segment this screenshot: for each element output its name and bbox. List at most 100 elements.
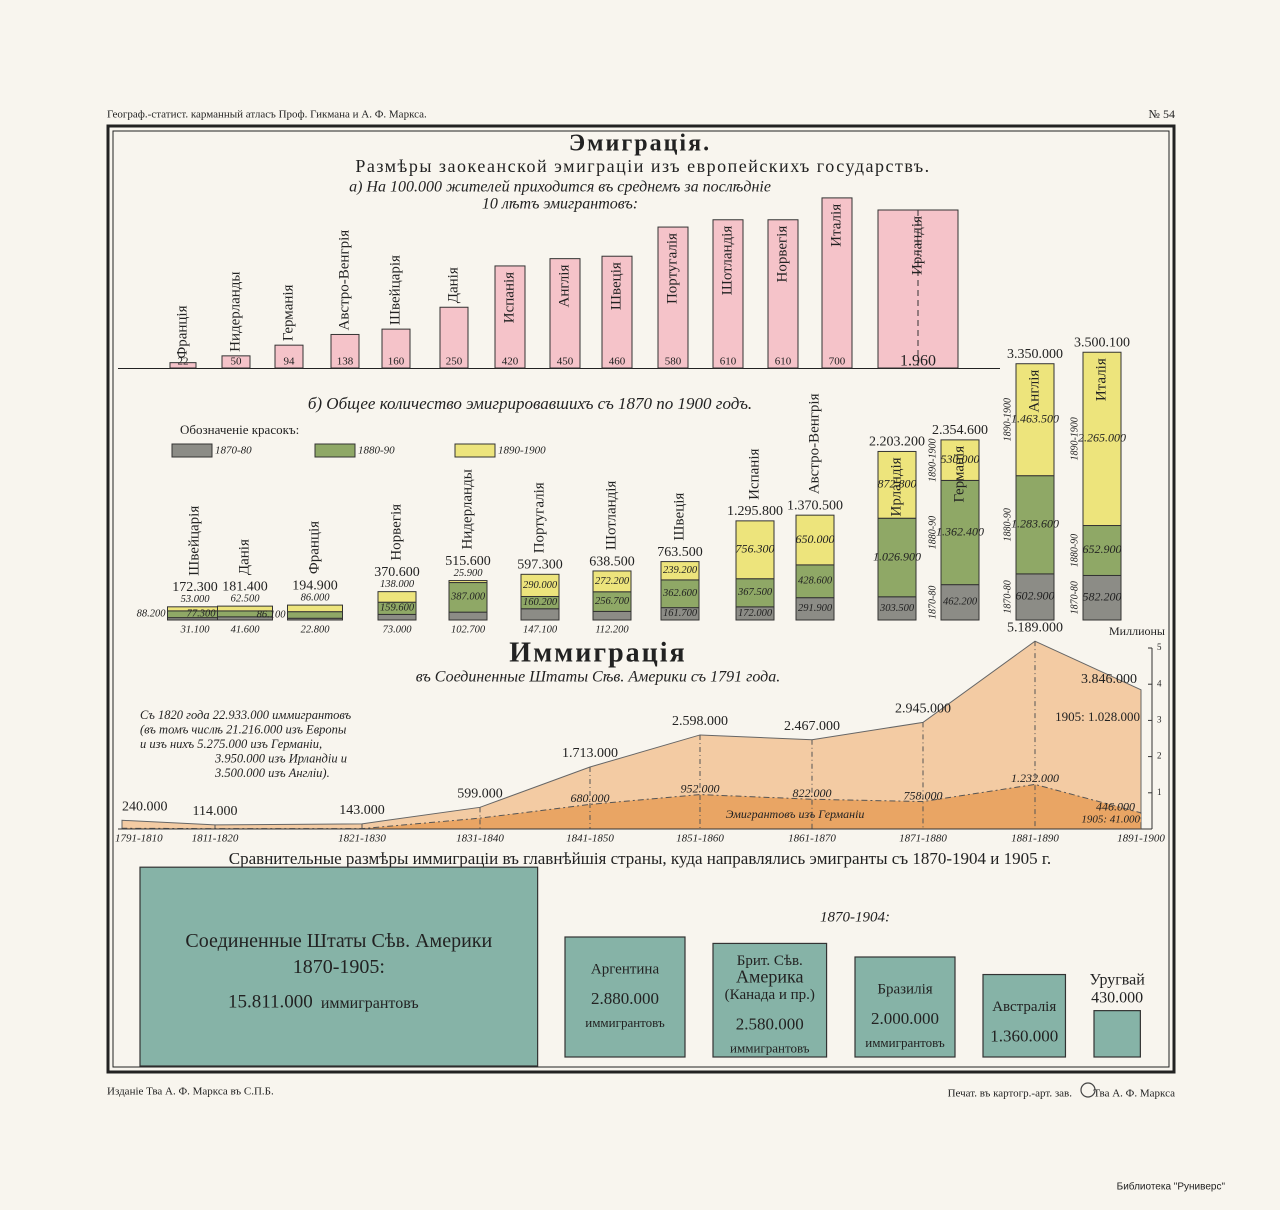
category-label: Франція	[174, 305, 190, 358]
value-label: 160	[388, 356, 405, 368]
segment-label: 756.300	[736, 542, 775, 556]
box-name: Уругвай	[1090, 971, 1146, 988]
period-label: 1880-90	[1069, 534, 1080, 567]
bar-segment	[448, 582, 488, 613]
segment-label: 1.463.500	[1011, 411, 1059, 425]
period-label: 1890-1900	[1002, 398, 1013, 441]
annotation: 1905: 41.000	[1081, 814, 1140, 826]
segment-label: 652.900	[1083, 542, 1122, 556]
category-label: Англія	[556, 265, 572, 308]
category-label: Шотландія	[719, 226, 735, 296]
page-subtitle: Размѣры заокеанской эмиграціи изъ европе…	[355, 156, 930, 176]
bar-segment	[448, 611, 488, 621]
segment-label: 73.000	[383, 624, 413, 635]
total-label: 638.500	[589, 554, 635, 569]
segment-label: 239.200	[663, 565, 698, 576]
bar	[381, 328, 411, 369]
bar-segment	[592, 610, 632, 621]
category-label: Норвегія	[388, 504, 404, 561]
bar-segment	[448, 580, 488, 584]
category-label: Швеція	[608, 262, 624, 310]
box-unit: иммигрантовъ	[865, 1035, 945, 1050]
total-label: 2.354.600	[932, 423, 988, 438]
bar-segment	[1015, 363, 1055, 477]
note-line: (въ томъ числѣ 21.216.000 изъ Европы	[140, 722, 347, 736]
segment-label: 650.000	[796, 532, 835, 546]
period-label: 1880-90	[927, 516, 938, 549]
segment-label: 172.000	[738, 608, 773, 619]
box-name: Бразилія	[877, 981, 932, 997]
segment-label: 582.200	[1083, 589, 1122, 603]
germany-label: 680.000	[571, 791, 610, 805]
box-name: 1870-1905:	[293, 956, 385, 978]
category-label: Ирландія	[909, 216, 925, 275]
category-label: Испанія	[746, 449, 762, 500]
bar	[330, 333, 360, 369]
x-tick-label: 1851-1860	[676, 833, 724, 845]
value-label: 3.846.000	[1081, 672, 1137, 687]
value-label: 2.945.000	[895, 702, 951, 717]
segment-label: 86.100	[257, 609, 287, 620]
bar-segment	[735, 578, 775, 608]
box-unit: иммигрантовъ	[321, 995, 419, 1012]
x-tick-label: 1891-1900	[1117, 833, 1165, 845]
category-label: Швеція	[671, 493, 687, 541]
note-line: 3.500.000 изъ Англіи).	[214, 766, 330, 780]
segment-label: 462.200	[943, 597, 978, 608]
bar-segment	[1082, 525, 1122, 576]
legend-label: 1890-1900	[498, 445, 546, 457]
segment-label: 1.026.900	[873, 549, 921, 563]
germany-label: 822.000	[793, 786, 832, 800]
category-label: Англія	[1026, 370, 1042, 413]
chart-subtitle: а) На 100.000 жителей приходится въ сред…	[349, 179, 771, 196]
segment-label: 88.200	[137, 609, 167, 620]
value-label: 50	[231, 356, 243, 368]
chart-subtitle: 10 лѣтъ эмигрантовъ:	[482, 196, 638, 213]
legend-label: 1870-80	[215, 445, 252, 457]
box-value: 430.000	[1091, 989, 1143, 1006]
total-label: 763.500	[657, 545, 703, 560]
segment-label: 530.000	[941, 452, 980, 466]
y-axis-label: Миллионы	[1109, 624, 1165, 638]
category-label: Швейцарія	[387, 255, 403, 325]
period-label: 1880-90	[1002, 508, 1013, 541]
value-label: 1.960	[900, 353, 936, 370]
bar-segment	[877, 450, 917, 519]
area	[121, 640, 1142, 830]
series-name: Эмигрантовъ изъ Германіи	[726, 807, 865, 821]
total-label: 370.600	[374, 565, 420, 580]
germany-label: 758.000	[904, 788, 943, 802]
category-label: Италія	[828, 204, 844, 247]
bar	[494, 265, 526, 369]
value-label: 610	[720, 356, 737, 368]
footer-left: Изданіе Тва А. Ф. Маркса въ С.П.Б.	[107, 1086, 274, 1098]
category-label: Данія	[445, 267, 461, 303]
category-label: Швейцарія	[186, 506, 202, 576]
bar	[274, 344, 304, 369]
total-label: 1.295.800	[727, 504, 783, 519]
footer-publisher: Тва А. Ф. Маркса	[1093, 1088, 1175, 1100]
header-left: Географ.-статист. карманный атласъ Проф.…	[107, 109, 427, 121]
segment-label: 77.300	[187, 608, 217, 619]
annotation: 1905: 1.028.000	[1055, 709, 1140, 724]
y-tick-label: 3	[1157, 714, 1162, 724]
bar	[439, 306, 469, 369]
x-tick-label: 1821-1830	[338, 833, 386, 845]
segment-label: 161.700	[663, 608, 698, 619]
value-label: 599.000	[457, 787, 503, 802]
y-tick-label: 1	[1157, 787, 1162, 797]
x-tick-label: 1831-1840	[456, 833, 504, 845]
period-label: 1890-1900	[1069, 417, 1080, 460]
bar-segment	[217, 605, 273, 612]
total-label: 3.350.000	[1007, 347, 1063, 362]
total-label: 2.203.200	[869, 435, 925, 450]
eagle-emblem	[1080, 1082, 1096, 1098]
segment-label: 428.600	[798, 576, 833, 587]
bar-segment	[1082, 574, 1122, 621]
value-label: 114.000	[193, 804, 238, 819]
outer-frame	[106, 124, 1176, 1074]
box-name: Соединенные Штаты Сѣв. Америки	[185, 930, 492, 952]
bar-segment	[735, 520, 775, 580]
segment-label: 159.600	[380, 603, 415, 614]
segment-label: 1.283.600	[1011, 517, 1059, 531]
